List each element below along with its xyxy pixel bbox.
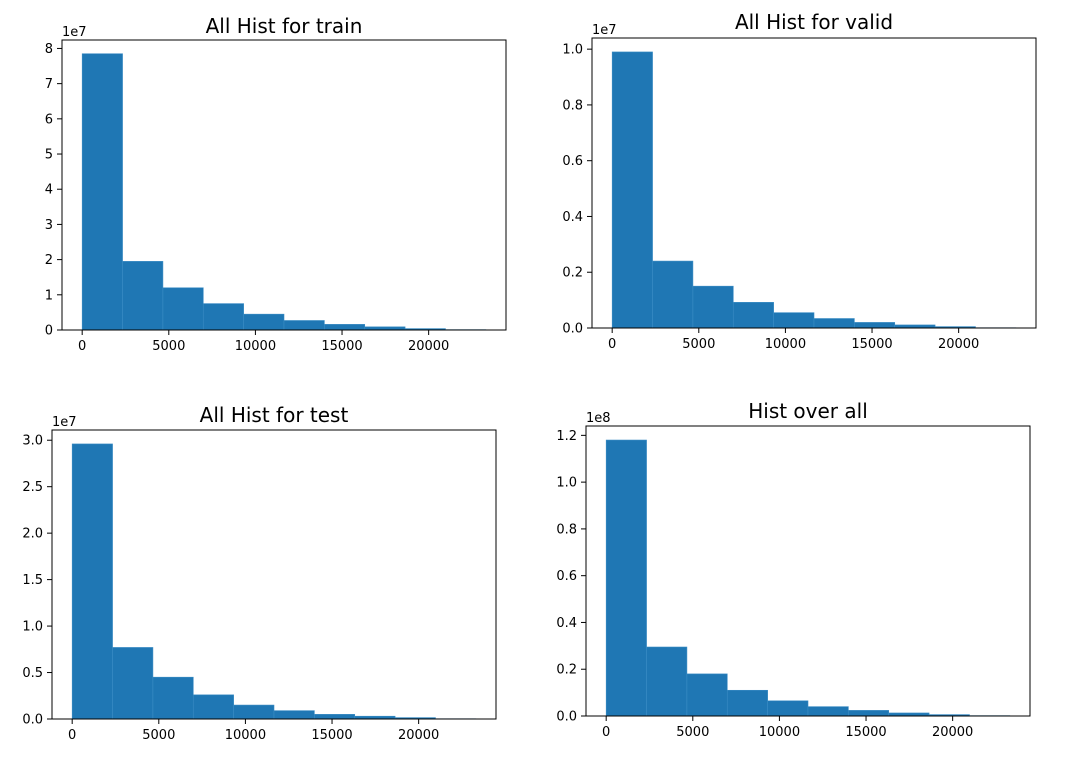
x-tick-label: 0 bbox=[608, 337, 616, 352]
axes-frame bbox=[61, 39, 507, 331]
x-tick-label: 0 bbox=[78, 339, 86, 354]
y-tick-label: 0.0 bbox=[22, 713, 43, 728]
histogram-panel-valid: All Hist for valid 1e7 0 5000 10000 15000 20… bbox=[562, 10, 1037, 352]
histogram-bar bbox=[71, 443, 113, 720]
histogram-bar bbox=[243, 313, 285, 331]
y-tick-label: 3 bbox=[45, 218, 53, 233]
histogram-bar bbox=[152, 676, 194, 720]
histogram-bar bbox=[122, 261, 164, 331]
histogram-panel-overall: Hist over all 1e8 0 5000 10000 15000 20000 0.… bbox=[556, 399, 1031, 740]
y-tick-label: 0.8 bbox=[556, 522, 577, 537]
histogram-bar bbox=[273, 710, 315, 720]
histogram-bar bbox=[692, 285, 734, 329]
y-tick-label: 8 bbox=[45, 42, 53, 57]
x-tick-label: 5000 bbox=[682, 337, 715, 352]
x-tick-label: 5000 bbox=[676, 725, 709, 740]
histogram-bar bbox=[767, 700, 809, 717]
histogram-bar bbox=[652, 260, 694, 329]
x-tick-label: 10000 bbox=[765, 337, 806, 352]
x-tick-label: 20000 bbox=[408, 339, 449, 354]
y-tick-label: 0 bbox=[45, 324, 53, 339]
x-tick-label: 15000 bbox=[851, 337, 892, 352]
histogram-bar bbox=[192, 694, 234, 720]
histogram-bar bbox=[646, 646, 688, 717]
y-tick-label: 2.5 bbox=[22, 480, 43, 495]
y-axis-multiplier: 1e7 bbox=[62, 25, 87, 40]
y-tick-label: 1.0 bbox=[22, 620, 43, 635]
y-tick-label: 1.0 bbox=[562, 43, 583, 58]
histogram-bar bbox=[854, 322, 896, 329]
histogram-panel-train: All Hist for train 1e7 0 5000 10000 15000 20… bbox=[45, 14, 507, 354]
x-tick-label: 20000 bbox=[932, 725, 973, 740]
x-tick-label: 20000 bbox=[398, 728, 439, 743]
x-tick-label: 10000 bbox=[235, 339, 276, 354]
chart-title: All Hist for valid bbox=[735, 10, 893, 34]
y-tick-label: 0.0 bbox=[562, 322, 583, 337]
y-tick-label: 0.6 bbox=[562, 154, 583, 169]
axes-frame bbox=[585, 425, 1031, 717]
histogram-bar bbox=[81, 53, 123, 331]
histogram-bar bbox=[726, 689, 768, 717]
histogram-bar bbox=[314, 714, 356, 720]
chart-title: All Hist for test bbox=[200, 403, 349, 427]
histogram-bar bbox=[611, 51, 653, 329]
histogram-bar bbox=[773, 312, 815, 329]
y-tick-label: 6 bbox=[45, 112, 53, 127]
y-tick-label: 0.0 bbox=[556, 710, 577, 725]
histogram-bar bbox=[686, 673, 728, 717]
histogram-bar bbox=[605, 439, 647, 717]
y-tick-label: 0.4 bbox=[556, 616, 577, 631]
y-tick-label: 0.4 bbox=[562, 210, 583, 225]
y-tick-label: 7 bbox=[45, 77, 53, 92]
histogram-bar bbox=[732, 302, 774, 329]
x-tick-label: 15000 bbox=[321, 339, 362, 354]
x-tick-label: 10000 bbox=[759, 725, 800, 740]
y-tick-label: 0.6 bbox=[556, 569, 577, 584]
axes-frame bbox=[51, 429, 497, 720]
y-tick-label: 1.0 bbox=[556, 476, 577, 491]
x-tick-label: 15000 bbox=[311, 728, 352, 743]
x-tick-label: 20000 bbox=[938, 337, 979, 352]
histogram-bar bbox=[848, 710, 890, 717]
chart-title: All Hist for train bbox=[206, 14, 363, 38]
x-tick-label: 5000 bbox=[152, 339, 185, 354]
y-tick-label: 0.2 bbox=[556, 663, 577, 678]
histogram-panel-test: All Hist for test 1e7 0 5000 10000 15000 200… bbox=[22, 403, 497, 743]
x-tick-label: 15000 bbox=[845, 725, 886, 740]
x-tick-label: 5000 bbox=[142, 728, 175, 743]
histogram-bar bbox=[807, 706, 849, 717]
histogram-bar bbox=[233, 704, 275, 720]
y-tick-label: 3.0 bbox=[22, 434, 43, 449]
y-axis-multiplier: 1e7 bbox=[52, 415, 77, 430]
x-tick-label: 10000 bbox=[225, 728, 266, 743]
x-tick-label: 0 bbox=[602, 725, 610, 740]
histogram-bar bbox=[112, 647, 154, 720]
histogram-bar bbox=[813, 318, 855, 329]
y-axis-multiplier: 1e7 bbox=[592, 23, 617, 38]
histogram-bar bbox=[162, 287, 204, 331]
y-axis-multiplier: 1e8 bbox=[586, 411, 611, 426]
y-tick-label: 2 bbox=[45, 253, 53, 268]
y-tick-label: 1 bbox=[45, 288, 53, 303]
axes-frame bbox=[591, 37, 1037, 329]
y-tick-label: 0.5 bbox=[22, 666, 43, 681]
y-tick-label: 0.8 bbox=[562, 98, 583, 113]
y-tick-label: 1.5 bbox=[22, 573, 43, 588]
histogram-bar bbox=[202, 303, 244, 331]
y-tick-label: 2.0 bbox=[22, 527, 43, 542]
histogram-bar bbox=[283, 320, 325, 331]
y-tick-label: 1.2 bbox=[556, 429, 577, 444]
chart-title: Hist over all bbox=[748, 399, 868, 423]
x-tick-label: 0 bbox=[68, 728, 76, 743]
y-tick-label: 5 bbox=[45, 148, 53, 163]
histogram-bar bbox=[324, 324, 366, 331]
y-tick-label: 4 bbox=[45, 183, 53, 198]
y-tick-label: 0.2 bbox=[562, 266, 583, 281]
